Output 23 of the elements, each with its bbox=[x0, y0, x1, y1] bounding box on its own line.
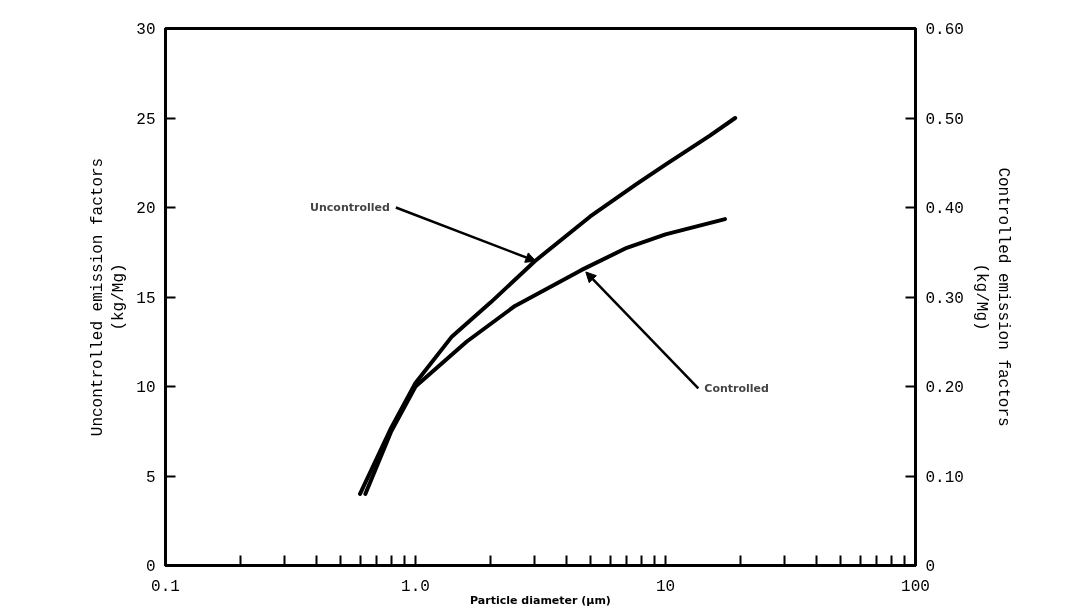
y-axis-title: Uncontrolled emission factors (kg/Mg) bbox=[88, 157, 129, 437]
y2-tick-label: 0.60 bbox=[925, 21, 964, 39]
x-axis-title: Particle diameter (µm) bbox=[470, 593, 611, 607]
y2-tick-label: 0.10 bbox=[925, 468, 964, 487]
y2-tick-label: 0.30 bbox=[925, 289, 964, 308]
x-tick-label: 10 bbox=[655, 577, 676, 596]
y-tick-label: 25 bbox=[136, 110, 156, 129]
y-tick-label: 5 bbox=[145, 468, 156, 487]
y2-tick-label: 0.20 bbox=[925, 379, 964, 397]
x-tick-label: 1.0 bbox=[401, 577, 430, 596]
annotation: Uncontrolled bbox=[310, 201, 390, 214]
y2-axis-title: Controlled emission factors (kg/Mg) bbox=[971, 167, 1012, 427]
y-tick-label: 10 bbox=[136, 379, 156, 397]
x-tick-label: 100 bbox=[901, 577, 930, 596]
x-tick-label: 0.1 bbox=[151, 577, 180, 596]
annotation: Controlled bbox=[704, 381, 769, 395]
y2-tick-label: 0.50 bbox=[925, 110, 964, 129]
y2-tick-label: 0.40 bbox=[925, 200, 964, 218]
y-tick-label: 30 bbox=[136, 21, 156, 39]
y-tick-label: 0 bbox=[145, 558, 156, 576]
y2-tick-label: 0 bbox=[925, 558, 936, 576]
y-tick-label: 15 bbox=[136, 289, 156, 308]
y-tick-label: 20 bbox=[136, 200, 156, 218]
